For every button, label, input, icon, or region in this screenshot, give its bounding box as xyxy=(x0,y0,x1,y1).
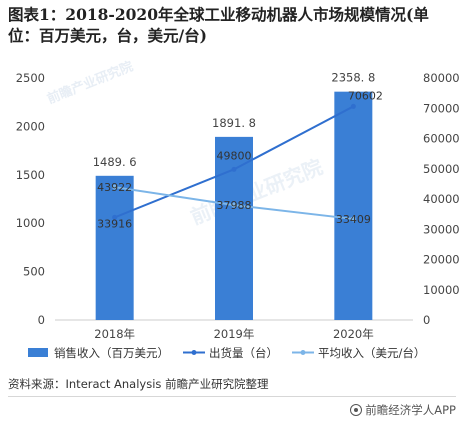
bar-revenue xyxy=(334,91,373,321)
legend-label: 销售收入（百万美元） xyxy=(54,346,169,360)
x-tick-label: 2018年 xyxy=(94,327,135,341)
legend-swatch-marker xyxy=(191,350,197,355)
shipment-data-label: 70602 xyxy=(348,89,383,102)
x-tick-label: 2020年 xyxy=(333,327,374,341)
legend-label: 平均收入（美元/台） xyxy=(318,346,425,360)
avg-revenue-point xyxy=(231,202,237,208)
brand-label: 前瞻经济学人APP xyxy=(350,402,456,418)
avg-revenue-data-label: 43922 xyxy=(97,181,132,194)
y-left-tick-label: 1500 xyxy=(16,168,45,182)
y-right-tick-label: 70000 xyxy=(423,101,460,115)
y-left-tick-label: 2500 xyxy=(16,71,45,85)
avg-revenue-data-label: 37988 xyxy=(217,199,252,212)
shipment-point xyxy=(112,214,118,220)
y-right-tick-label: 40000 xyxy=(423,192,460,206)
y-right-tick-label: 10000 xyxy=(423,283,460,297)
combo-chart: 0 500 1000 1500 2000 2500 0 10000 20000 30000 4000… xyxy=(16,71,460,360)
y-right-tick-label: 30000 xyxy=(423,222,460,236)
y-right-tick-label: 80000 xyxy=(423,71,460,85)
source-note: 资料来源：Interact Analysis 前瞻产业研究院整理 xyxy=(8,377,269,391)
legend-label: 出货量（台） xyxy=(209,346,278,360)
bar-data-label: 1891. 8 xyxy=(212,116,256,130)
qianzhan-logo-icon xyxy=(350,404,363,416)
y-left-tick-label: 2000 xyxy=(16,119,45,133)
avg-revenue-point xyxy=(350,216,356,222)
y-right-tick-label: 50000 xyxy=(423,162,460,176)
x-tick-label: 2019年 xyxy=(214,327,255,341)
avg-revenue-data-label: 33409 xyxy=(336,213,371,226)
y-right-tick-label: 0 xyxy=(423,313,430,327)
y-right-tick-label: 60000 xyxy=(423,132,460,146)
chart-title: 图表1：2018-2020年全球工业移动机器人市场规模情况(单位：百万美元，台，… xyxy=(8,5,429,45)
legend-swatch-revenue xyxy=(28,348,48,357)
footer-divider xyxy=(8,396,456,397)
brand-text: 前瞻经济学人APP xyxy=(365,403,456,417)
bar-data-label: 1489. 6 xyxy=(93,155,137,169)
legend-swatch-marker xyxy=(300,350,306,355)
bar-revenue xyxy=(95,175,134,320)
shipment-data-label: 33916 xyxy=(97,217,132,230)
avg-revenue-point xyxy=(112,184,118,190)
bar-data-label: 2358. 8 xyxy=(331,71,375,85)
y-right-tick-label: 20000 xyxy=(423,253,460,267)
y-left-tick-label: 1000 xyxy=(16,216,45,230)
bar-revenue xyxy=(215,136,253,320)
shipment-point xyxy=(350,103,356,109)
shipment-data-label: 49800 xyxy=(217,149,252,162)
y-left-tick-label: 500 xyxy=(23,265,45,279)
y-left-tick-label: 0 xyxy=(38,313,45,327)
shipment-point xyxy=(231,166,237,172)
